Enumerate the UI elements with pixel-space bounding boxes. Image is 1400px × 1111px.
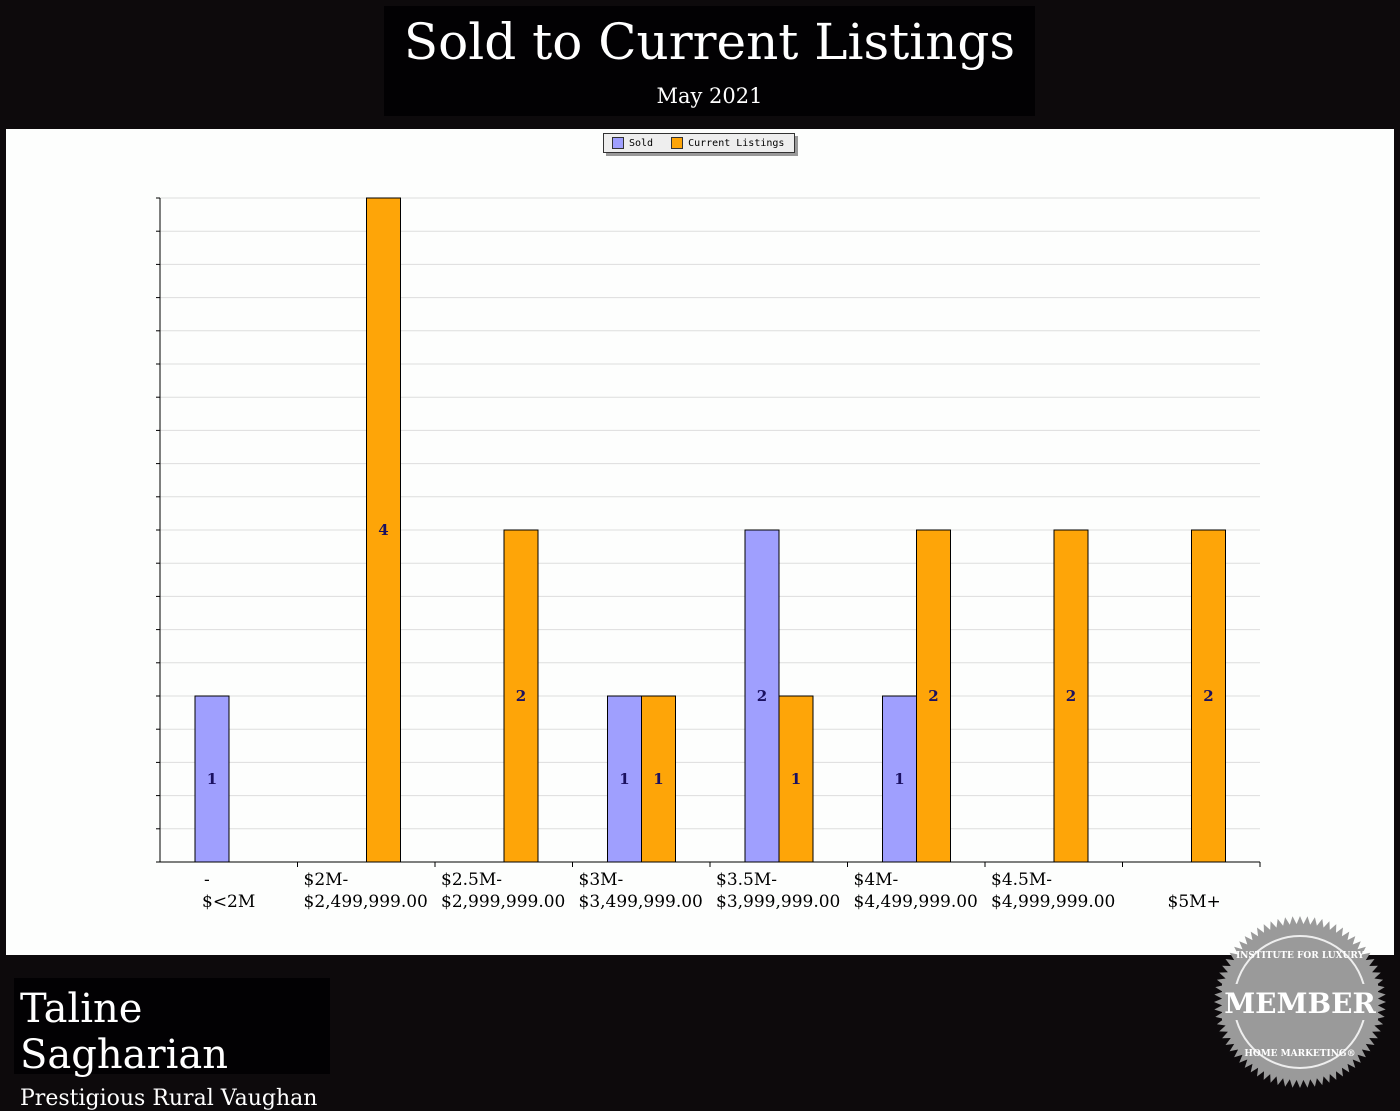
- data-label: 1: [653, 770, 663, 788]
- x-tick-label: $5M+: [1168, 892, 1221, 912]
- data-label: 1: [207, 770, 217, 788]
- data-label: 2: [757, 687, 767, 705]
- agent-name: Taline Sagharian: [20, 986, 228, 1078]
- seal-top-text: INSTITUTE FOR LUXURY: [1236, 951, 1365, 961]
- bar-current: [778, 695, 814, 863]
- x-tick-label: $2,499,999.00: [304, 892, 428, 912]
- data-label: 2: [516, 687, 526, 705]
- legend-item-current: Current Listings: [671, 137, 784, 149]
- legend-label: Sold: [629, 138, 654, 149]
- x-tick-label: $2M-: [304, 870, 349, 890]
- x-tick-label: $3.5M-: [716, 870, 777, 890]
- x-tick-label: $<2M: [202, 892, 255, 912]
- chart-title: Sold to Current Listings: [403, 13, 1016, 71]
- bar-current: [641, 695, 676, 863]
- bar-sold: [194, 695, 230, 863]
- x-tick-label: $3,999,999.00: [716, 892, 840, 912]
- bar-sold: [607, 695, 642, 863]
- data-label: 1: [791, 770, 801, 788]
- member-seal-logo: MEMBER INSTITUTE FOR LUXURY HOME MARKETING…: [1214, 916, 1386, 1088]
- legend-swatch-current: [671, 137, 684, 149]
- x-tick-label: $3M-: [579, 870, 624, 890]
- data-label: 2: [1066, 687, 1076, 705]
- data-label: 1: [619, 770, 629, 788]
- data-label: 2: [928, 687, 938, 705]
- seal-band: [1222, 984, 1378, 1020]
- legend: Sold Current Listings: [603, 133, 795, 153]
- data-label: 4: [378, 521, 388, 539]
- seal-main-text: MEMBER: [1224, 987, 1376, 1020]
- bar-current: [1053, 529, 1089, 863]
- area-name: Prestigious Rural Vaughan: [20, 1086, 318, 1111]
- x-tick-label: $4.5M-: [991, 870, 1052, 890]
- bar-current: [366, 197, 401, 863]
- legend-label: Current Listings: [688, 138, 785, 149]
- agent-box: Taline Sagharian Prestigious Rural Vaugh…: [14, 978, 330, 1111]
- plot-panel: [6, 129, 1394, 955]
- x-tick-label: $2,999,999.00: [441, 892, 565, 912]
- data-label: 2: [1203, 687, 1213, 705]
- legend-swatch-sold: [612, 137, 624, 149]
- x-tick-label: $4,999,999.00: [991, 892, 1115, 912]
- bar-current: [916, 529, 951, 863]
- x-tick-label: $2.5M-: [441, 870, 502, 890]
- x-tick-label: -: [204, 870, 210, 890]
- bar-current: [1191, 529, 1226, 863]
- legend-item-sold: Sold: [612, 137, 653, 149]
- title-box: Sold to Current Listings May 2021: [384, 6, 1035, 116]
- x-tick-label: $3,499,999.00: [579, 892, 703, 912]
- x-tick-label: $4,499,999.00: [854, 892, 978, 912]
- data-label: 1: [894, 770, 904, 788]
- chart-subtitle: May 2021: [656, 84, 763, 108]
- x-tick-label: $4M-: [854, 870, 899, 890]
- bar-sold: [744, 529, 780, 863]
- seal-bottom-text: HOME MARKETING®: [1244, 1049, 1355, 1059]
- bar-current: [503, 529, 539, 863]
